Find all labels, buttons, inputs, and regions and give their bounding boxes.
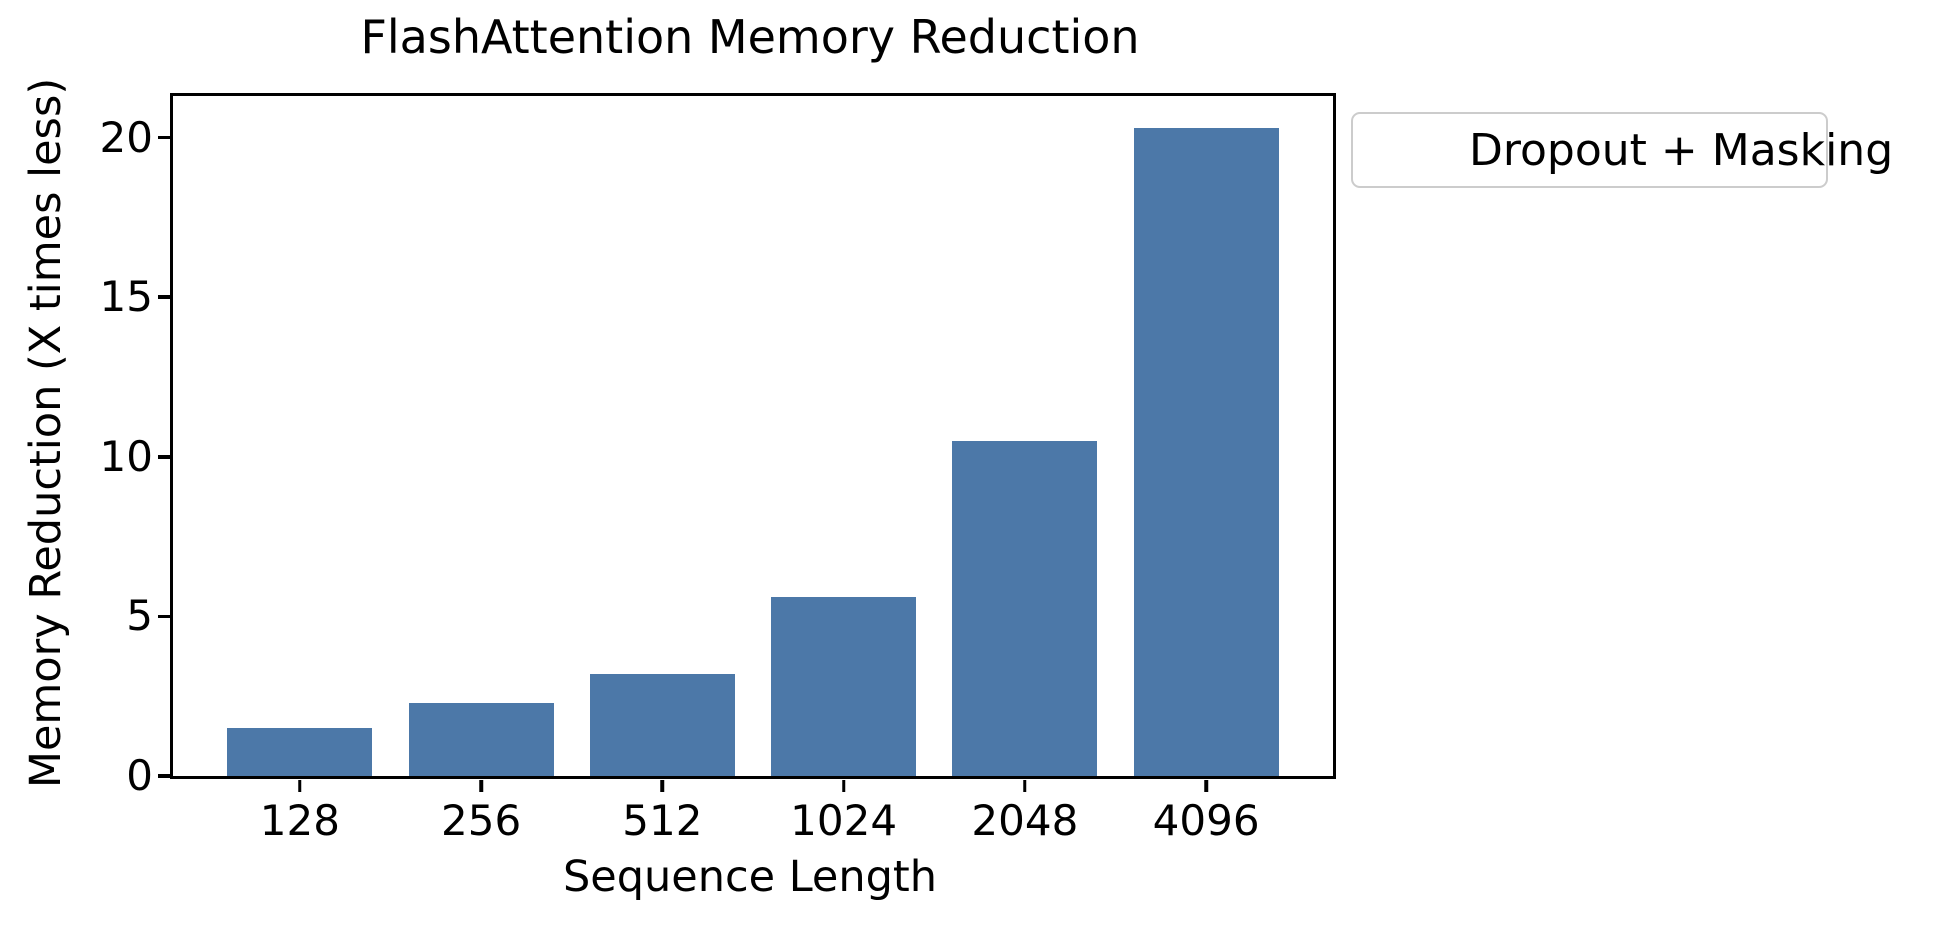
plot-area: 128 256 512 1024 2048 4096 0 5 10 15 20 <box>100 93 1336 842</box>
legend: Dropout + Masking <box>1351 112 1893 188</box>
y-axis-label: Memory Reduction (X times less) <box>21 77 71 789</box>
y-tick-15 <box>157 295 170 299</box>
x-tick-label-256: 256 <box>441 796 522 845</box>
bar-128 <box>227 728 373 776</box>
x-tick-label-128: 128 <box>259 796 340 845</box>
bar-2048 <box>952 440 1098 776</box>
y-tick-label-20: 20 <box>99 112 153 162</box>
x-tick-2048 <box>1023 779 1027 792</box>
y-tick-label-0: 0 <box>126 751 153 800</box>
x-axis-label: Sequence Length <box>562 852 938 902</box>
y-tick-label-15: 15 <box>99 272 153 322</box>
x-tick-128 <box>298 779 302 792</box>
x-tick-label-1024: 1024 <box>790 796 898 845</box>
chart-title: FlashAttention Memory Reduction <box>360 10 1140 64</box>
x-tick-1024 <box>841 779 846 792</box>
y-tick-label-5: 5 <box>126 591 153 641</box>
bar-4096 <box>1133 127 1279 776</box>
x-tick-label-512: 512 <box>622 796 703 845</box>
bar-256 <box>408 702 554 776</box>
bar-512 <box>589 673 735 776</box>
bar-1024 <box>771 597 917 776</box>
x-tick-512 <box>660 779 665 792</box>
x-tick-label-2048: 2048 <box>971 796 1079 845</box>
x-tick-4096 <box>1204 779 1208 792</box>
legend-entry-label: Dropout + Masking <box>1469 124 1894 176</box>
y-tick-10 <box>157 455 170 459</box>
y-tick-5 <box>157 614 170 619</box>
x-tick-256 <box>479 779 483 792</box>
y-tick-label-10: 10 <box>99 431 153 481</box>
x-tick-label-4096: 4096 <box>1152 796 1260 845</box>
legend-swatch <box>1367 135 1439 166</box>
y-tick-20 <box>157 135 170 140</box>
y-tick-0 <box>157 774 170 778</box>
